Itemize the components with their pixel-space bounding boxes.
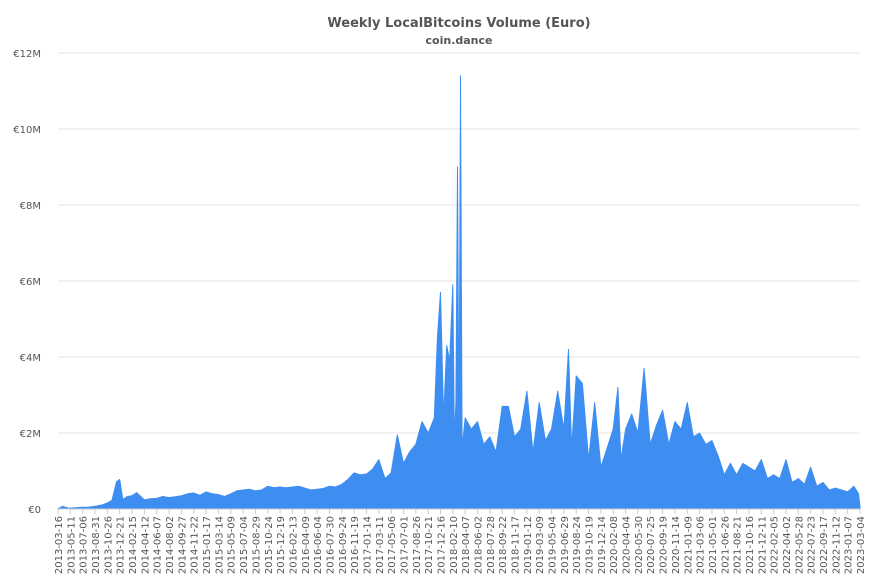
series-area xyxy=(57,75,861,510)
x-tick-label: 2015-12-19 xyxy=(276,516,287,574)
x-tick-label: 2021-06-26 xyxy=(720,516,731,574)
x-tick-label: 2020-04-04 xyxy=(622,516,633,574)
x-tick-label: 2018-06-02 xyxy=(474,516,485,574)
x-tick-label: 2016-11-19 xyxy=(350,516,361,574)
x-tick-label: 2021-05-01 xyxy=(708,516,719,574)
x-tick-label: 2018-09-22 xyxy=(498,516,509,574)
series-area-path xyxy=(57,75,861,510)
x-tick-label: 2017-07-01 xyxy=(400,516,411,574)
y-axis: €0 €2M €4M €6M €8M €10M €12M xyxy=(13,49,41,516)
y-tick-label: €8M xyxy=(20,201,41,212)
x-tick-label: 2022-02-05 xyxy=(770,516,781,574)
x-tick-label: 2017-12-16 xyxy=(437,516,448,574)
y-tick-label: €6M xyxy=(20,277,41,288)
chart-title: Weekly LocalBitcoins Volume (Euro) xyxy=(327,16,590,31)
x-tick-label: 2020-07-25 xyxy=(646,516,657,574)
x-tick-label: 2016-04-09 xyxy=(301,516,312,574)
x-tick-label: 2014-09-27 xyxy=(177,516,188,574)
y-tick-label: €0 xyxy=(28,505,41,516)
x-tick-label: 2015-10-24 xyxy=(264,516,275,574)
x-tick-label: 2018-07-28 xyxy=(486,516,497,574)
x-tick-label: 2018-02-10 xyxy=(449,516,460,574)
x-tick-label: 2013-12-21 xyxy=(116,516,127,574)
x-tick-label: 2017-08-26 xyxy=(412,516,423,574)
x-tick-label: 2019-06-29 xyxy=(560,516,571,574)
x-tick-label: 2013-07-06 xyxy=(79,516,90,574)
x-tick-label: 2018-11-17 xyxy=(511,516,522,574)
x-tick-label: 2021-12-11 xyxy=(757,516,768,574)
x-tick-label: 2019-05-04 xyxy=(548,516,559,574)
x-tick-label: 2017-01-14 xyxy=(363,516,374,574)
x-tick-label: 2016-02-13 xyxy=(288,516,299,574)
x-tick-label: 2016-06-04 xyxy=(313,516,324,574)
x-tick-label: 2019-10-19 xyxy=(585,516,596,574)
x-tick-label: 2020-02-08 xyxy=(609,516,620,574)
x-tick-label: 2017-05-06 xyxy=(387,516,398,574)
x-tick-label: 2023-03-04 xyxy=(856,516,867,574)
x-tick-label: 2022-09-17 xyxy=(819,516,830,574)
x-tick-label: 2016-09-24 xyxy=(338,516,349,574)
x-tick-label: 2021-10-16 xyxy=(745,516,756,574)
x-tick-label: 2021-03-06 xyxy=(696,516,707,574)
x-tick-label: 2014-02-15 xyxy=(128,516,139,574)
x-tick-label: 2013-03-16 xyxy=(54,516,65,574)
y-tick-label: €2M xyxy=(20,429,41,440)
x-axis: 2013-03-16 2013-05-11 2013-07-06 2013-08-31… xyxy=(54,508,867,574)
x-tick-label: 2020-09-19 xyxy=(659,516,670,574)
x-tick-label: 2014-11-22 xyxy=(190,516,201,574)
x-tick-label: 2015-07-04 xyxy=(239,516,250,574)
x-tick-label: 2021-01-09 xyxy=(683,516,694,574)
x-tick-label: 2017-10-21 xyxy=(424,516,435,574)
x-tick-label: 2019-01-12 xyxy=(523,516,534,574)
y-tick-label: €4M xyxy=(20,353,41,364)
x-tick-label: 2023-01-07 xyxy=(844,516,855,574)
x-tick-label: 2013-10-26 xyxy=(103,516,114,574)
x-tick-label: 2019-12-14 xyxy=(597,516,608,574)
y-tick-label: €12M xyxy=(13,49,41,60)
chart-subtitle: coin.dance xyxy=(426,34,493,47)
y-tick-label: €10M xyxy=(13,125,41,136)
grid-lines xyxy=(58,52,860,434)
x-tick-label: 2014-08-02 xyxy=(165,516,176,574)
x-tick-label: 2015-05-09 xyxy=(227,516,238,574)
x-tick-label: 2017-03-11 xyxy=(375,516,386,574)
x-tick-label: 2016-07-30 xyxy=(325,516,336,574)
x-tick-label: 2015-01-17 xyxy=(202,516,213,574)
x-tick-label: 2015-08-29 xyxy=(251,516,262,574)
x-tick-label: 2013-08-31 xyxy=(91,516,102,574)
x-tick-label: 2019-08-24 xyxy=(572,516,583,574)
x-tick-label: 2018-04-07 xyxy=(461,516,472,574)
x-tick-label: 2014-04-12 xyxy=(140,516,151,574)
x-tick-label: 2022-11-12 xyxy=(831,516,842,574)
x-tick-label: 2021-08-21 xyxy=(733,516,744,574)
x-tick-label: 2022-05-28 xyxy=(794,516,805,574)
x-tick-label: 2020-11-14 xyxy=(671,516,682,574)
x-tick-label: 2013-05-11 xyxy=(66,516,77,574)
x-tick-label: 2020-05-30 xyxy=(634,516,645,574)
x-tick-label: 2022-04-02 xyxy=(782,516,793,574)
x-tick-label: 2015-03-14 xyxy=(214,516,225,574)
x-tick-label: 2022-07-23 xyxy=(807,516,818,574)
x-tick-label: 2014-06-07 xyxy=(153,516,164,574)
x-tick-label: 2019-03-09 xyxy=(535,516,546,574)
